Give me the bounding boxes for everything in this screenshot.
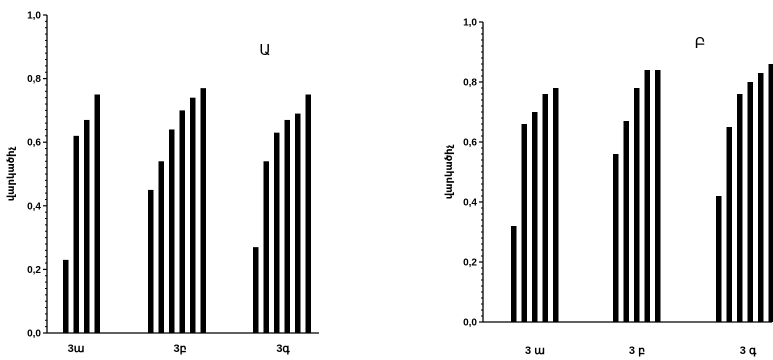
chart-1-y-tick-label: 0,6: [27, 138, 41, 149]
chart-1-panel-title: Ա: [259, 41, 271, 59]
chart-1-category-label: 3ա: [68, 343, 85, 355]
chart-1-bar: [158, 161, 164, 333]
chart-1-bar: [179, 110, 185, 334]
chart-2-bar: [737, 94, 743, 322]
chart-1-y-tick-label: 0,0: [27, 329, 41, 340]
chart-2-y-tick-label: 0,6: [463, 138, 477, 149]
chart-1-y-tick-label: 0,8: [27, 74, 41, 85]
chart-2-category-label: 3 ա: [525, 345, 545, 357]
chart-2-category-label: 3 գ: [740, 345, 757, 357]
chart-1-bar: [253, 247, 259, 333]
chart-2-bar: [553, 88, 559, 322]
chart-2-y-tick-label: 0,8: [463, 78, 477, 89]
chart-1-y-tick-label: 1,0: [27, 11, 41, 22]
chart-2-bar: [521, 124, 527, 322]
chart-1-bar: [295, 113, 301, 333]
chart-1-y-tick-label: 0,4: [27, 201, 41, 212]
chart-2-bar: [623, 121, 629, 322]
chart-1-bar: [73, 135, 79, 333]
chart-2-bar: [511, 226, 517, 322]
chart-2-bar: [613, 154, 619, 322]
chart-1-bar: [94, 94, 100, 333]
chart-1-bar: [190, 97, 196, 334]
chart-1-category-label: 3գ: [276, 343, 290, 355]
chart-2-bar: [542, 94, 548, 322]
chart-2-bar: [532, 112, 538, 322]
chart-2-y-tick-label: 0,4: [463, 198, 477, 209]
chart-1-bar: [148, 189, 154, 333]
chart-2-bar: [726, 127, 732, 322]
chart-2-bar: [644, 70, 650, 322]
chart-2-bar: [768, 64, 773, 322]
chart-1-bar: [169, 129, 175, 333]
chart-1-bar: [263, 161, 269, 333]
chart-1-category-label: 3բ: [173, 343, 186, 355]
chart-2-category-label: 3 բ: [629, 345, 645, 357]
chart-1-bar: [84, 119, 90, 333]
chart-2-y-axis-label: վարկածիչ: [444, 144, 455, 199]
chart-2-bar: [747, 82, 753, 322]
chart-2-y-tick-label: 0,0: [463, 318, 477, 329]
chart-2-bar: [655, 70, 661, 322]
chart-2-bar: [716, 196, 722, 322]
chart-2-y-tick-label: 0,2: [463, 258, 477, 269]
chart-1-y-tick-label: 0,2: [27, 265, 41, 276]
chart-1-y-axis-label: վարկածիչ: [6, 146, 17, 201]
chart-2-bar: [758, 73, 764, 322]
chart-1-bar: [63, 259, 69, 333]
chart-2-panel-title: Բ: [695, 34, 706, 52]
chart-1-bar: [284, 119, 290, 333]
chart-2-y-tick-label: 1,0: [463, 18, 477, 29]
chart-1-bar: [200, 88, 206, 333]
chart-2-bar: [634, 88, 640, 322]
chart-1-bar: [305, 94, 311, 333]
chart-1-bar: [274, 132, 280, 333]
